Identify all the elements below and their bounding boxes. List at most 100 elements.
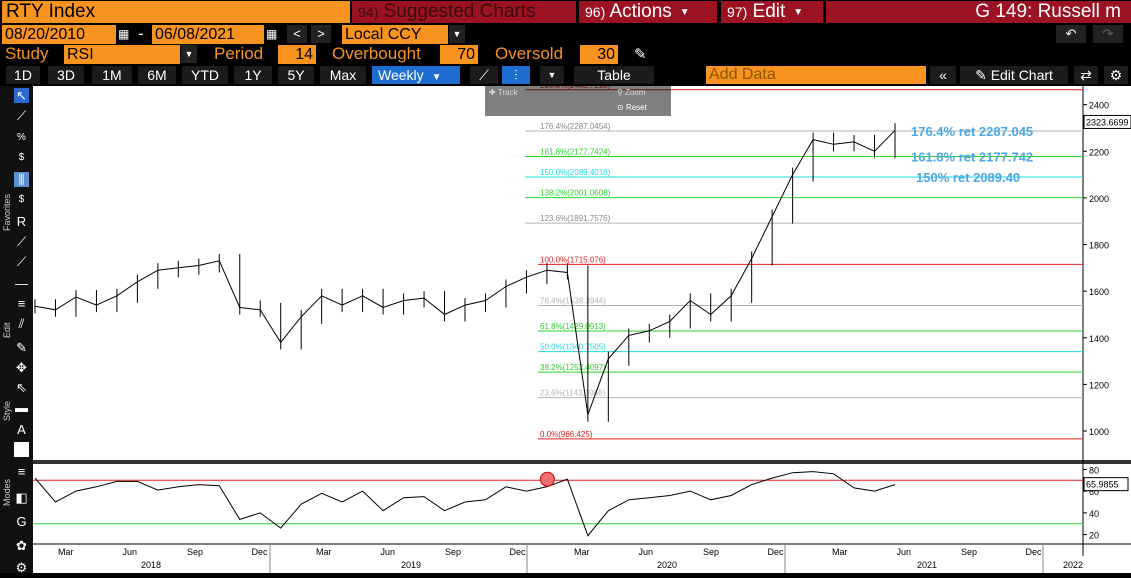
- chart-area[interactable]: 2400 2200 2000 1800 1600 1400 1200 1000 2323.669…: [33, 81, 1131, 573]
- range-6m[interactable]: 6M: [138, 66, 176, 84]
- overbought-input[interactable]: 70: [440, 45, 478, 64]
- suggested-label: Suggested Charts: [383, 1, 536, 22]
- channel-icon[interactable]: ≡: [17, 296, 26, 311]
- chevron-down-icon[interactable]: ▼: [181, 45, 197, 63]
- percent-icon[interactable]: %: [17, 132, 26, 143]
- undo-icon[interactable]: ↶: [1056, 25, 1086, 43]
- chevron-down-icon: ▼: [679, 7, 690, 18]
- zoom-button[interactable]: ⚲ Zoom: [617, 88, 646, 97]
- dollar-icon[interactable]: $: [18, 152, 25, 163]
- text-icon[interactable]: A: [17, 422, 26, 437]
- frequency-label: Weekly: [378, 67, 424, 83]
- horizontal-line-icon[interactable]: —: [15, 276, 28, 291]
- edit-menu-button[interactable]: 97) Edit ▼: [721, 1, 823, 23]
- chevron-down-icon[interactable]: ▼: [449, 25, 465, 43]
- range-3d[interactable]: 3D: [48, 66, 84, 84]
- range-1d[interactable]: 1D: [6, 66, 40, 84]
- rsi-series-line: [34, 471, 896, 537]
- collapse-icon[interactable]: «: [930, 66, 956, 84]
- range-1m[interactable]: 1M: [92, 66, 132, 84]
- chart-settings-icon[interactable]: ⇄: [1074, 66, 1098, 84]
- pencil-icon[interactable]: ✎: [634, 46, 647, 63]
- select-icon[interactable]: ⇖: [16, 380, 27, 395]
- suggested-charts-button[interactable]: 94) Suggested Charts: [352, 1, 576, 23]
- tag-icon[interactable]: G: [16, 514, 27, 529]
- calendar-icon[interactable]: ▦: [118, 27, 130, 41]
- calendar-icon[interactable]: ▦: [266, 27, 278, 41]
- edit-num: 97): [727, 4, 748, 20]
- line-style-icon[interactable]: ≡: [17, 464, 26, 479]
- table-button[interactable]: Table: [574, 66, 654, 84]
- trendline-icon[interactable]: ⟋: [16, 108, 27, 123]
- fib-level-label: 38.2%(1252.4097): [540, 363, 606, 372]
- chevron-right-icon[interactable]: >: [311, 25, 331, 43]
- cursor-icon[interactable]: ↖: [14, 88, 29, 103]
- chevron-down-icon[interactable]: ▼: [540, 66, 564, 84]
- ratio-icon[interactable]: $: [18, 194, 25, 205]
- x-year-label: 2018: [141, 560, 161, 570]
- fibonacci-icon[interactable]: ⫼: [14, 172, 29, 187]
- redo-icon[interactable]: ↷: [1093, 25, 1123, 43]
- price-tick-label: 2200: [1089, 147, 1109, 157]
- modes-label: Modes: [2, 478, 12, 506]
- period-label: Period: [214, 44, 264, 63]
- fib-ext-label: 161.8%(2177.7424): [540, 147, 611, 156]
- style-label: Style: [2, 400, 12, 421]
- fib-ext-label: 176.4%(2287.0454): [540, 122, 611, 131]
- line-chart-icon[interactable]: ⟋: [470, 66, 498, 84]
- actions-num: 96): [585, 4, 606, 20]
- edit-chart-button[interactable]: ✎ Edit Chart: [960, 66, 1068, 84]
- track-button[interactable]: ✚ Track: [489, 88, 518, 97]
- fib-level-label: 23.6%(1143.1066): [540, 389, 606, 398]
- x-month-label: Jun: [897, 547, 912, 557]
- price-tick-label: 1000: [1089, 427, 1109, 437]
- colors-icon[interactable]: ✿: [16, 538, 27, 553]
- x-year-label: 2022: [1063, 560, 1083, 570]
- period-input[interactable]: 14: [278, 45, 316, 64]
- rectangle-icon[interactable]: R: [16, 214, 27, 229]
- rsi-tick-label: 80: [1089, 465, 1099, 475]
- gear-icon[interactable]: ⚙: [1104, 66, 1128, 84]
- oversold-input[interactable]: 30: [580, 45, 618, 64]
- date-separator: -: [138, 24, 144, 43]
- pen-icon[interactable]: ✎: [16, 340, 27, 355]
- x-month-label: Sep: [187, 547, 203, 557]
- color-box-icon[interactable]: [14, 442, 29, 457]
- chevron-down-icon: ▼: [793, 7, 804, 18]
- price-tick-label: 1200: [1089, 380, 1109, 390]
- range-1y[interactable]: 1Y: [234, 66, 272, 84]
- chevron-left-icon[interactable]: <: [287, 25, 307, 43]
- range-5y[interactable]: 5Y: [278, 66, 314, 84]
- actions-button[interactable]: 96) Actions ▼: [579, 1, 717, 23]
- gear-icon[interactable]: ⚙: [15, 560, 28, 575]
- trash-icon[interactable]: ▬: [15, 400, 28, 415]
- move-icon[interactable]: ✥: [16, 360, 27, 375]
- start-date-input[interactable]: 08/20/2010: [2, 25, 116, 44]
- range-ytd[interactable]: YTD: [182, 66, 228, 84]
- line-tool-icon[interactable]: ⟋: [16, 234, 27, 249]
- study-select[interactable]: RSI: [64, 45, 180, 64]
- fib-level-label: 100.0%(1715.076): [540, 255, 606, 264]
- end-date-input[interactable]: 06/08/2021: [152, 25, 264, 44]
- last-price-box: [1083, 114, 1131, 129]
- add-data-input[interactable]: Add Data: [706, 66, 926, 84]
- security-title[interactable]: RTY Index: [2, 1, 350, 23]
- x-year-label: 2019: [401, 560, 421, 570]
- x-month-label: Sep: [961, 547, 977, 557]
- currency-select[interactable]: Local CCY: [342, 25, 448, 44]
- parallel-icon[interactable]: ⫽: [18, 316, 25, 331]
- frequency-select[interactable]: Weekly ▼: [372, 66, 460, 84]
- x-month-label: Dec: [768, 547, 785, 557]
- toolbar: 1D 3D 1M 6M YTD 1Y 5Y Max Weekly ▼ ⟋ ⫶ ▼ …: [0, 64, 1131, 85]
- chart-canvas[interactable]: 2400 2200 2000 1800 1600 1400 1200 1000 2323.669…: [33, 81, 1131, 573]
- zoom-label: Zoom: [625, 88, 646, 97]
- x-month-label: Mar: [832, 547, 848, 557]
- bar-chart-icon[interactable]: ⫶: [502, 66, 530, 84]
- mode-icon[interactable]: ◧: [15, 490, 28, 505]
- track-label: Track: [497, 88, 518, 97]
- reset-button[interactable]: ⊙ Reset: [617, 103, 647, 112]
- range-max[interactable]: Max: [320, 66, 366, 84]
- ray-icon[interactable]: ⟋: [16, 254, 27, 269]
- date-row: 08/20/2010 ▦ - 06/08/2021 ▦ < > Local CC…: [0, 24, 1131, 44]
- pencil-icon: ✎: [975, 67, 987, 83]
